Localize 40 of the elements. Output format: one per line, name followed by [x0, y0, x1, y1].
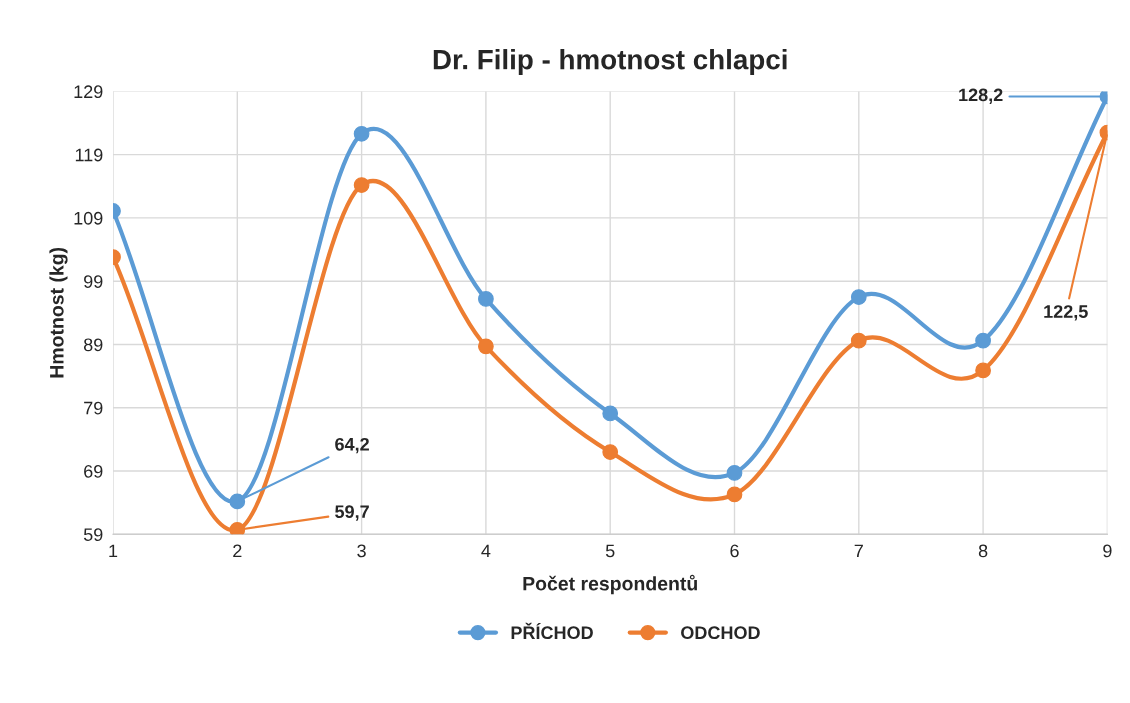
x-tick-label: 3 [357, 544, 366, 558]
x-tick-label: 4 [481, 544, 491, 558]
y-tick-label: 79 [84, 401, 103, 415]
point [975, 332, 991, 349]
y-tick-label: 59 [83, 528, 103, 541]
x-tick-label: 9 [1103, 544, 1112, 558]
point [975, 362, 991, 379]
x-tick-label: 8 [978, 544, 988, 558]
y-tick-label: 119 [75, 148, 103, 162]
point [229, 493, 246, 510]
point [850, 289, 867, 305]
point [478, 338, 494, 355]
data-label: 59,7 [335, 505, 369, 521]
y-axis-title: Hmotnost (kg) [49, 247, 68, 378]
legend-label: PŘÍCHOD [511, 622, 593, 640]
point [478, 291, 494, 307]
point [850, 332, 867, 349]
y-tick-label: 109 [74, 211, 103, 225]
y-tick-label: 69 [84, 464, 103, 478]
x-tick-label: 5 [605, 544, 615, 558]
point [229, 521, 246, 535]
x-tick-label: 2 [233, 544, 242, 558]
point [602, 405, 619, 422]
point [353, 177, 370, 193]
data-label: 64,2 [335, 437, 369, 454]
chart-title: Dr. Filip - hmotnost chlapci [433, 49, 787, 75]
point [353, 125, 370, 142]
data-label: 128,2 [959, 88, 1003, 104]
x-tick-label: 6 [730, 544, 739, 558]
y-tick-label: 99 [84, 275, 103, 288]
x-axis-title: Počet respondentů [523, 574, 697, 595]
point [726, 486, 743, 503]
legend-label: ODCHOD [681, 626, 760, 640]
x-tick-label: 7 [854, 544, 863, 558]
point [726, 465, 743, 481]
y-tick-label: 89 [83, 338, 103, 352]
data-label: 122,5 [1044, 305, 1088, 321]
point [602, 444, 619, 460]
y-tick-label: 129 [74, 85, 103, 99]
x-tick-label: 1 [109, 544, 118, 558]
